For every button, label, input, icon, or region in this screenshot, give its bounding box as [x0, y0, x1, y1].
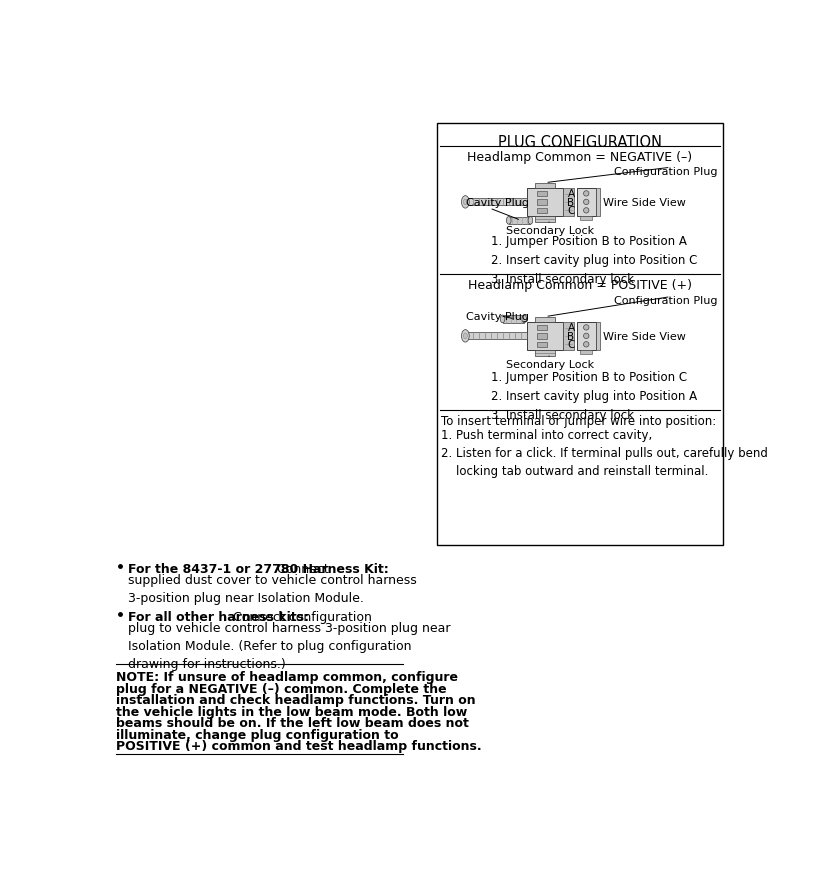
Text: Wire Side View: Wire Side View [603, 332, 686, 342]
Bar [527, 323, 563, 350]
Bar [509, 217, 531, 225]
Text: For all other harness kits:: For all other harness kits: [128, 611, 309, 623]
Text: installation and check headlamp functions. Turn on: installation and check headlamp function… [116, 694, 475, 706]
Ellipse shape [506, 217, 511, 225]
Text: A: A [567, 190, 575, 199]
Text: NOTE: If unsure of headlamp common, configure: NOTE: If unsure of headlamp common, conf… [116, 670, 458, 683]
Ellipse shape [584, 200, 589, 206]
Text: 1. Push terminal into correct cavity,
2. Listen for a click. If terminal pulls o: 1. Push terminal into correct cavity, 2.… [442, 429, 769, 477]
Bar [537, 191, 547, 197]
Bar [577, 323, 596, 350]
Text: Cavity Plug: Cavity Plug [466, 311, 529, 322]
Bar [577, 189, 596, 216]
Text: 1. Jumper Position B to Position C
2. Insert cavity plug into Position A
3. Inst: 1. Jumper Position B to Position C 2. In… [491, 370, 697, 421]
Text: To insert terminal or jumper wire into position:: To insert terminal or jumper wire into p… [442, 415, 716, 428]
Ellipse shape [522, 316, 526, 324]
Text: the vehicle lights in the low beam mode. Both low: the vehicle lights in the low beam mode.… [116, 704, 467, 718]
Bar [537, 342, 547, 348]
Ellipse shape [528, 217, 533, 225]
Bar [537, 333, 547, 339]
Bar [596, 189, 600, 216]
Bar [580, 216, 593, 220]
Text: plug to vehicle control harness 3-position plug near
Isolation Module. (Refer to: plug to vehicle control harness 3-positi… [128, 621, 451, 670]
Bar [465, 333, 527, 340]
Ellipse shape [584, 191, 589, 197]
Text: supplied dust cover to vehicle control harness
3-position plug near Isolation Mo: supplied dust cover to vehicle control h… [128, 573, 417, 604]
Text: B: B [567, 198, 575, 207]
Text: Wire Side View: Wire Side View [603, 198, 686, 207]
Ellipse shape [461, 197, 469, 209]
Ellipse shape [584, 208, 589, 214]
Text: plug for a NEGATIVE (–) common. Complete the: plug for a NEGATIVE (–) common. Complete… [116, 682, 447, 695]
Text: Connect configuration: Connect configuration [229, 611, 372, 623]
Text: POSITIVE (+) common and test headlamp functions.: POSITIVE (+) common and test headlamp fu… [116, 739, 482, 753]
Bar [563, 189, 574, 216]
Text: A: A [567, 323, 575, 333]
Bar [537, 208, 547, 214]
Bar [535, 216, 555, 223]
Text: PLUG CONFIGURATION: PLUG CONFIGURATION [498, 135, 662, 150]
Bar [437, 124, 724, 545]
Bar [580, 350, 593, 354]
Text: Secondary Lock: Secondary Lock [506, 359, 595, 369]
Text: Cavity Plug: Cavity Plug [466, 198, 529, 207]
Ellipse shape [464, 200, 467, 206]
Bar [465, 199, 527, 207]
Text: Secondary Lock: Secondary Lock [506, 225, 595, 236]
Text: For the 8437-1 or 27780 Harness Kit:: For the 8437-1 or 27780 Harness Kit: [128, 562, 389, 576]
Text: Configuration Plug: Configuration Plug [614, 296, 717, 306]
Ellipse shape [584, 342, 589, 348]
Text: Headlamp Common = POSITIVE (+): Headlamp Common = POSITIVE (+) [468, 279, 692, 291]
Bar [563, 323, 574, 350]
Bar [537, 325, 547, 331]
Bar [535, 183, 555, 189]
Ellipse shape [584, 325, 589, 331]
Bar [535, 350, 555, 357]
Text: C: C [567, 340, 575, 350]
Ellipse shape [584, 333, 589, 339]
Text: beams should be on. If the left low beam does not: beams should be on. If the left low beam… [116, 716, 469, 730]
Text: illuminate, change plug configuration to: illuminate, change plug configuration to [116, 728, 399, 741]
Ellipse shape [500, 316, 504, 324]
Bar [596, 323, 600, 350]
Ellipse shape [461, 330, 469, 342]
Text: Configuration Plug: Configuration Plug [614, 166, 717, 176]
Bar [535, 317, 555, 323]
Text: Headlamp Common = NEGATIVE (–): Headlamp Common = NEGATIVE (–) [468, 151, 693, 164]
Text: B: B [567, 332, 575, 342]
Text: 1. Jumper Position B to Position A
2. Insert cavity plug into Position C
3. Inst: 1. Jumper Position B to Position A 2. In… [491, 235, 698, 286]
Ellipse shape [464, 333, 467, 339]
Text: C: C [567, 207, 575, 216]
Text: Connect: Connect [273, 562, 329, 576]
Bar [503, 316, 524, 324]
Bar [537, 200, 547, 206]
Bar [527, 189, 563, 216]
